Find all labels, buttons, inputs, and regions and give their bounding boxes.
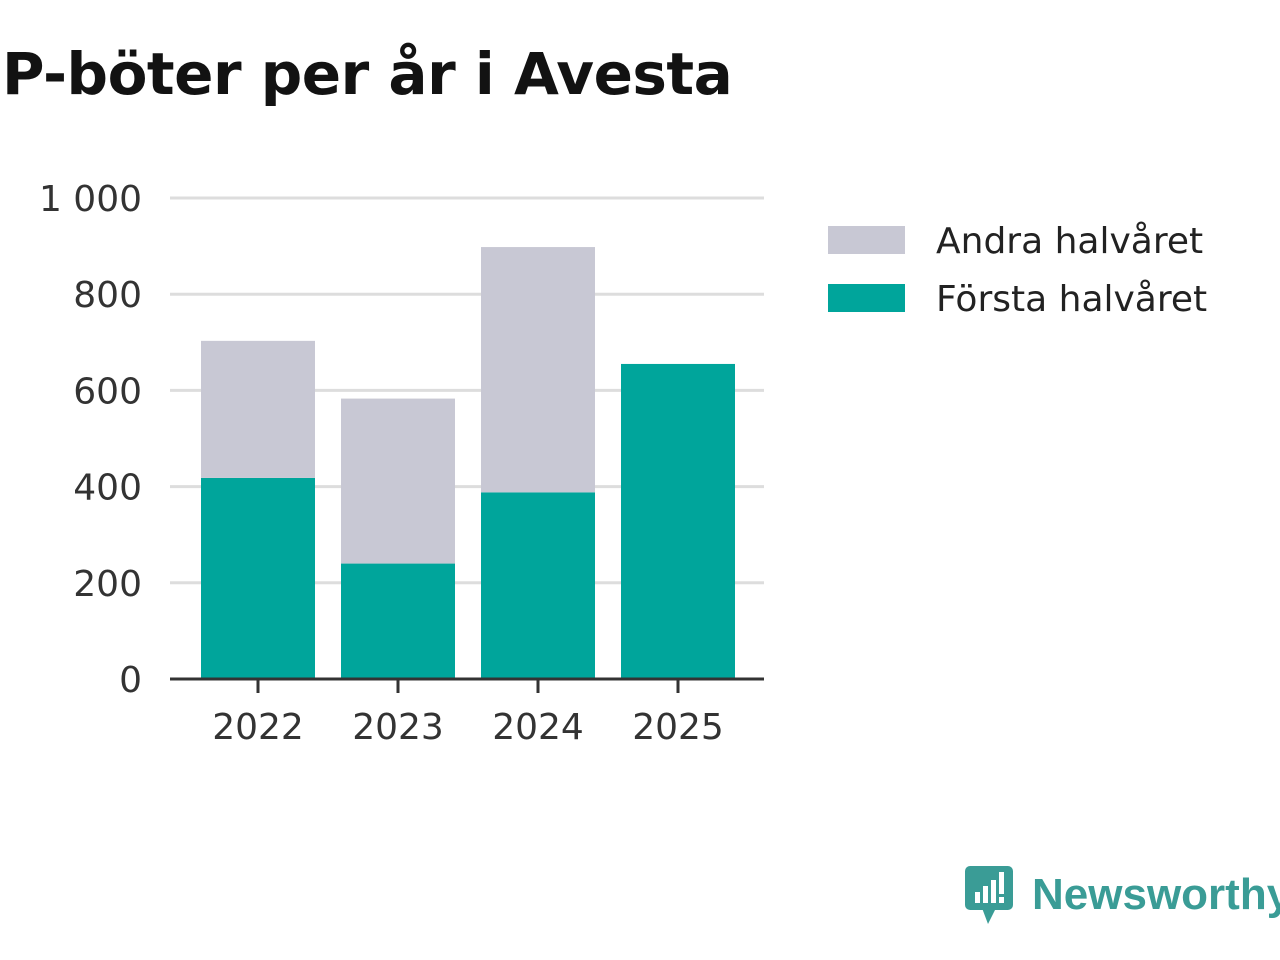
x-tick-label: 2025 <box>632 707 724 748</box>
x-tick-label: 2024 <box>492 707 584 748</box>
chart-title: P-böter per år i Avesta <box>2 40 733 108</box>
brand-logo: Newsworthy <box>964 864 1280 926</box>
y-tick-label: 600 <box>73 371 142 412</box>
y-tick-label: 800 <box>73 275 142 316</box>
bar-2024-andra[interactable] <box>481 247 595 493</box>
legend-label-forsta[interactable]: Första halvåret <box>936 279 1207 320</box>
newsworthy-logo-icon <box>965 866 1013 924</box>
y-tick-label: 200 <box>73 564 142 605</box>
axes: 0 200 400 600 800 1 000 2022 2023 2024 2025 <box>39 179 764 748</box>
y-tick-label: 0 <box>119 660 142 701</box>
bar-2023-forsta[interactable] <box>341 563 455 679</box>
bar-2022-forsta[interactable] <box>201 477 315 679</box>
x-tick-label: 2022 <box>212 707 304 748</box>
legend-swatch-andra[interactable] <box>828 226 905 254</box>
legend[interactable]: Andra halvåret Första halvåret <box>828 221 1207 320</box>
legend-label-andra[interactable]: Andra halvåret <box>936 221 1203 262</box>
bar-2023-andra[interactable] <box>341 398 455 564</box>
brand-name: Newsworthy <box>1032 870 1280 919</box>
bar-2025-forsta[interactable] <box>621 363 735 679</box>
y-tick-label: 1 000 <box>39 179 142 220</box>
y-tick-label: 400 <box>73 468 142 509</box>
bar-2024-forsta[interactable] <box>481 492 595 679</box>
bar-2022-andra[interactable] <box>201 340 315 478</box>
x-tick-label: 2023 <box>352 707 444 748</box>
bars <box>201 247 735 679</box>
legend-swatch-forsta[interactable] <box>828 284 905 312</box>
